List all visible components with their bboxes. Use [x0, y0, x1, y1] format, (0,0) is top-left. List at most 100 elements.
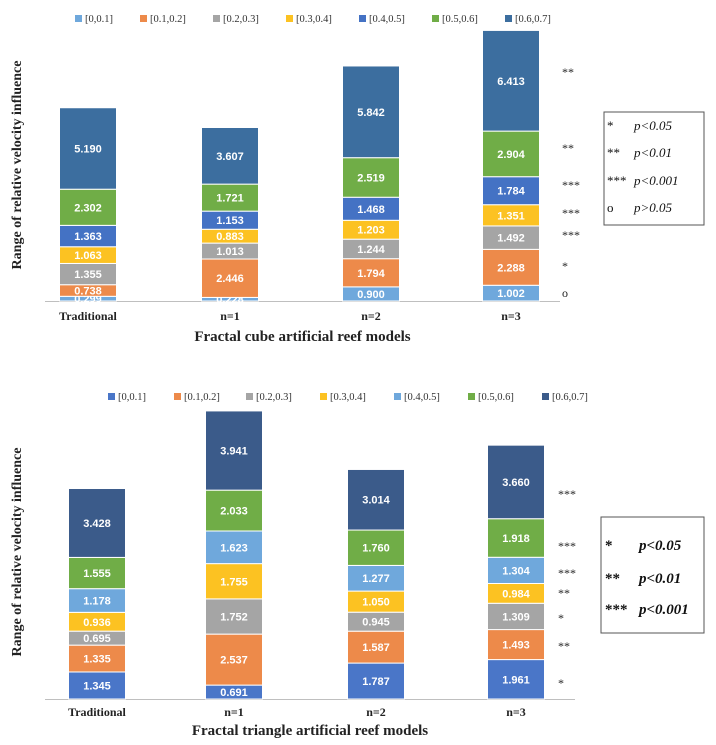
chart2-category-label: n=1 [224, 705, 244, 719]
chart2-data-label: 1.587 [362, 642, 390, 654]
chart2-bar-segment [205, 633, 263, 686]
chart1-legend-label: [0,0.1] [85, 14, 113, 25]
chart2-key-stars: ** [605, 571, 620, 587]
chart1-category-label: Traditional [59, 309, 117, 323]
chart1-legend-label: [0.6,0.7] [515, 14, 551, 25]
chart1-data-label: 5.842 [357, 107, 385, 119]
chart2-category-label: n=3 [506, 705, 526, 719]
chart2-data-label: 1.309 [502, 611, 530, 623]
chart1-key-stars: *** [607, 173, 627, 188]
chart1-bar-segment [342, 65, 400, 159]
chart2-data-label: 1.304 [502, 565, 530, 577]
chart1-significance-marker: o [562, 286, 568, 300]
chart2-legend-swatch [542, 393, 549, 400]
chart2-bar-segment [205, 530, 263, 565]
chart2-category-label: Traditional [68, 705, 126, 719]
chart2-bar-segment [487, 444, 545, 520]
chart1-bar-segment [482, 248, 540, 286]
chart1-significance-marker: ** [562, 65, 574, 79]
chart1-legend-label: [0.5,0.6] [442, 14, 478, 25]
chart2-legend-label: [0.3,0.4] [330, 392, 366, 403]
chart2-data-label: 1.335 [83, 654, 111, 666]
chart1-legend-swatch [286, 15, 293, 22]
chart1-legend-swatch [75, 15, 82, 22]
chart2-significance-marker: ** [558, 639, 570, 653]
chart2-significance-marker: *** [558, 539, 576, 553]
chart1-key-text: p<0.01 [633, 145, 672, 160]
chart1-data-label: 2.519 [357, 172, 385, 184]
chart1-data-label: 0.738 [74, 286, 102, 298]
chart2-data-label: 3.428 [83, 518, 111, 530]
chart1-legend-swatch [140, 15, 147, 22]
chart2-data-label: 0.984 [502, 588, 530, 600]
chart2-bar-segment [205, 598, 263, 635]
chart2-legend-label: [0.4,0.5] [404, 392, 440, 403]
chart1-legend-label: [0.3,0.4] [296, 14, 332, 25]
chart1-significance-marker: *** [562, 178, 580, 192]
chart2-data-label: 0.945 [362, 617, 390, 629]
chart2-data-label: 1.493 [502, 640, 530, 652]
chart1-bar-segment [482, 176, 540, 206]
chart2-data-label: 3.014 [362, 495, 390, 507]
chart2-bar-segment [347, 564, 405, 592]
chart2-data-label: 1.050 [362, 597, 390, 609]
chart1-legend-swatch [432, 15, 439, 22]
chart2-data-label: 0.691 [220, 687, 248, 699]
chart1-data-label: 1.355 [74, 269, 102, 281]
chart2-bar-segment [205, 489, 263, 532]
chart1-legend-label: [0.2,0.3] [223, 14, 259, 25]
chart2-bar-segment [347, 529, 405, 566]
chart2-bar-segment [487, 556, 545, 584]
chart2-bar-segment [347, 662, 405, 700]
chart2-legend-swatch [394, 393, 401, 400]
chart2-bar-segment [68, 644, 126, 673]
chart1-bar-segment [201, 183, 259, 212]
chart1-legend-swatch [505, 15, 512, 22]
chart1-data-label: 3.607 [216, 151, 244, 163]
chart2-data-label: 1.760 [362, 543, 390, 555]
chart1-bar-segment [201, 258, 259, 298]
chart2-category-label: n=2 [366, 705, 386, 719]
chart1-key-text: p<0.001 [633, 173, 679, 188]
chart1-data-label: 1.468 [357, 204, 385, 216]
chart1-category-label: n=2 [361, 309, 381, 323]
chart1-bar-segment [59, 107, 117, 190]
chart2-bar-segment [487, 659, 545, 700]
chart1-key-stars: ** [607, 145, 620, 160]
chart2-key-text: p<0.01 [637, 571, 681, 587]
chart2-bar-segment [487, 602, 545, 631]
chart2-y-axis-title: Range of relative velocity influence [10, 448, 25, 657]
chart2-data-label: 1.755 [220, 576, 248, 588]
chart2-data-label: 0.936 [83, 617, 111, 629]
chart2-bar-segment [68, 488, 126, 558]
chart2-legend-label: [0.6,0.7] [552, 392, 588, 403]
chart1-key-stars: o [607, 200, 614, 215]
chart1-category-label: n=3 [501, 309, 521, 323]
chart1-legend-swatch [213, 15, 220, 22]
chart2-significance-key [600, 516, 705, 634]
chart1-legend-swatch [359, 15, 366, 22]
chart1-data-label: 1.363 [74, 231, 102, 243]
chart1-data-label: 1.153 [216, 215, 244, 227]
chart2-bar-segment [487, 518, 545, 558]
chart1-significance-marker: ** [562, 141, 574, 155]
chart1-data-label: 1.351 [497, 210, 525, 222]
chart1-y-axis-title: Range of relative velocity influence [10, 61, 25, 270]
chart1-significance-marker: *** [562, 228, 580, 242]
chart2-data-label: 1.918 [502, 533, 530, 545]
chart2-legend-swatch [246, 393, 253, 400]
chart1-bar-segment [342, 157, 400, 198]
chart2-bar-segment [205, 563, 263, 600]
chart1-bar-segment [482, 29, 540, 132]
chart2-data-label: 1.623 [220, 542, 248, 554]
chart2-legend-swatch [320, 393, 327, 400]
chart2-bar-segment [205, 410, 263, 491]
chart1-data-label: 1.002 [497, 288, 525, 300]
chart1-key-stars: * [607, 118, 614, 133]
chart2-data-label: 1.961 [502, 674, 530, 686]
chart1-data-label: 1.244 [357, 244, 385, 256]
chart1-data-label: 6.413 [497, 76, 525, 88]
chart1-key-text: p>0.05 [633, 200, 673, 215]
chart2-data-label: 1.178 [83, 596, 111, 608]
